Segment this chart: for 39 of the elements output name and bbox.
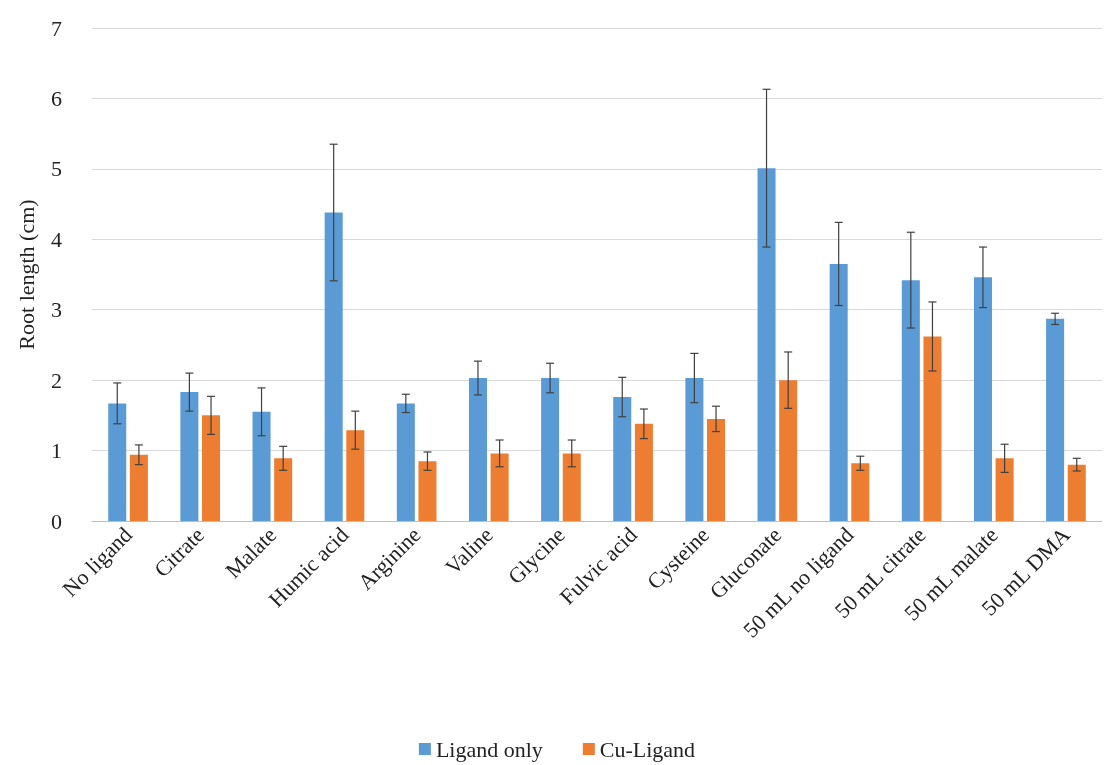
bar — [923, 336, 942, 521]
bar — [973, 277, 992, 521]
bar — [685, 378, 704, 521]
bar — [634, 423, 653, 521]
y-tick-label: 7 — [51, 15, 62, 41]
bar — [468, 378, 487, 521]
bar — [541, 378, 560, 521]
y-tick-label: 3 — [51, 297, 62, 323]
bar — [108, 403, 127, 521]
bar — [274, 458, 293, 521]
bar — [901, 280, 920, 521]
bar — [829, 263, 848, 521]
y-tick-label: 6 — [51, 85, 62, 111]
bar — [1067, 464, 1086, 521]
bar — [490, 453, 509, 521]
bar — [995, 458, 1014, 521]
bar — [613, 397, 632, 521]
bar — [346, 430, 365, 521]
bar — [779, 380, 798, 521]
y-axis-title: Root length (cm) — [13, 199, 39, 350]
bar — [180, 392, 199, 521]
bar — [851, 463, 870, 521]
y-tick-label: 5 — [51, 156, 62, 182]
bar — [757, 168, 776, 521]
y-tick-label: 2 — [51, 367, 62, 393]
legend-label: Ligand only — [435, 736, 543, 762]
bar — [418, 461, 437, 521]
y-tick-label: 1 — [51, 438, 62, 464]
bar — [129, 454, 148, 521]
legend-label: Cu-Ligand — [599, 736, 696, 762]
y-tick-label: 0 — [51, 508, 62, 534]
bar — [202, 415, 221, 521]
bar — [324, 212, 343, 521]
bar — [1046, 318, 1065, 521]
bar — [252, 411, 271, 521]
bar — [562, 453, 581, 521]
y-tick-label: 4 — [51, 226, 62, 252]
bar — [396, 403, 415, 521]
bar — [707, 418, 726, 521]
